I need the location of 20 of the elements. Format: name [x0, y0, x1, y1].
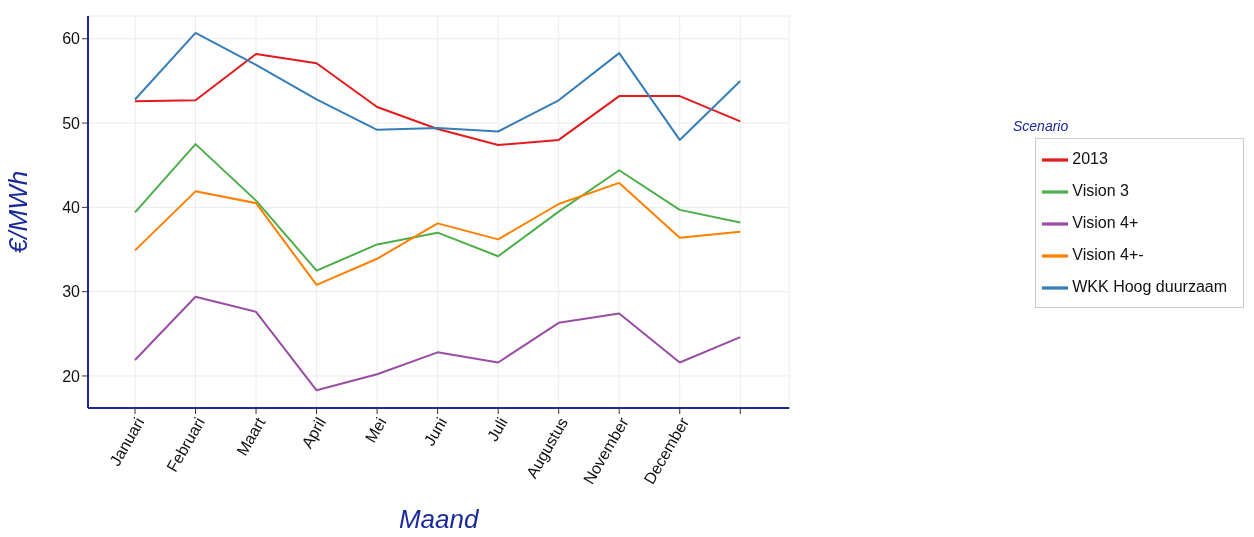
y-axis-title: €/MWh — [3, 170, 34, 254]
line-series — [134, 143, 742, 272]
x-tick-label: Juli — [483, 414, 511, 444]
legend-label: WKK Hoog duurzaam — [1072, 278, 1227, 295]
legend-label: Vision 3 — [1072, 182, 1129, 199]
y-tick-label: 40 — [62, 199, 81, 217]
line-series — [134, 295, 742, 392]
line-series — [134, 31, 742, 141]
y-tick-label: 20 — [62, 367, 81, 385]
legend-label: Vision 4+ — [1072, 214, 1139, 231]
y-tick-label: 30 — [62, 283, 81, 301]
x-axis-title: Maand — [398, 504, 480, 534]
line-series — [134, 52, 742, 146]
x-tick-label: Mei — [361, 414, 390, 446]
y-tick-label: 60 — [62, 30, 81, 48]
line-series — [134, 181, 742, 286]
legend-title: Scenario — [1013, 118, 1069, 134]
y-tick-label: 50 — [62, 114, 81, 132]
legend-label: Vision 4+- — [1072, 246, 1144, 263]
legend-label: 2013 — [1072, 150, 1108, 167]
